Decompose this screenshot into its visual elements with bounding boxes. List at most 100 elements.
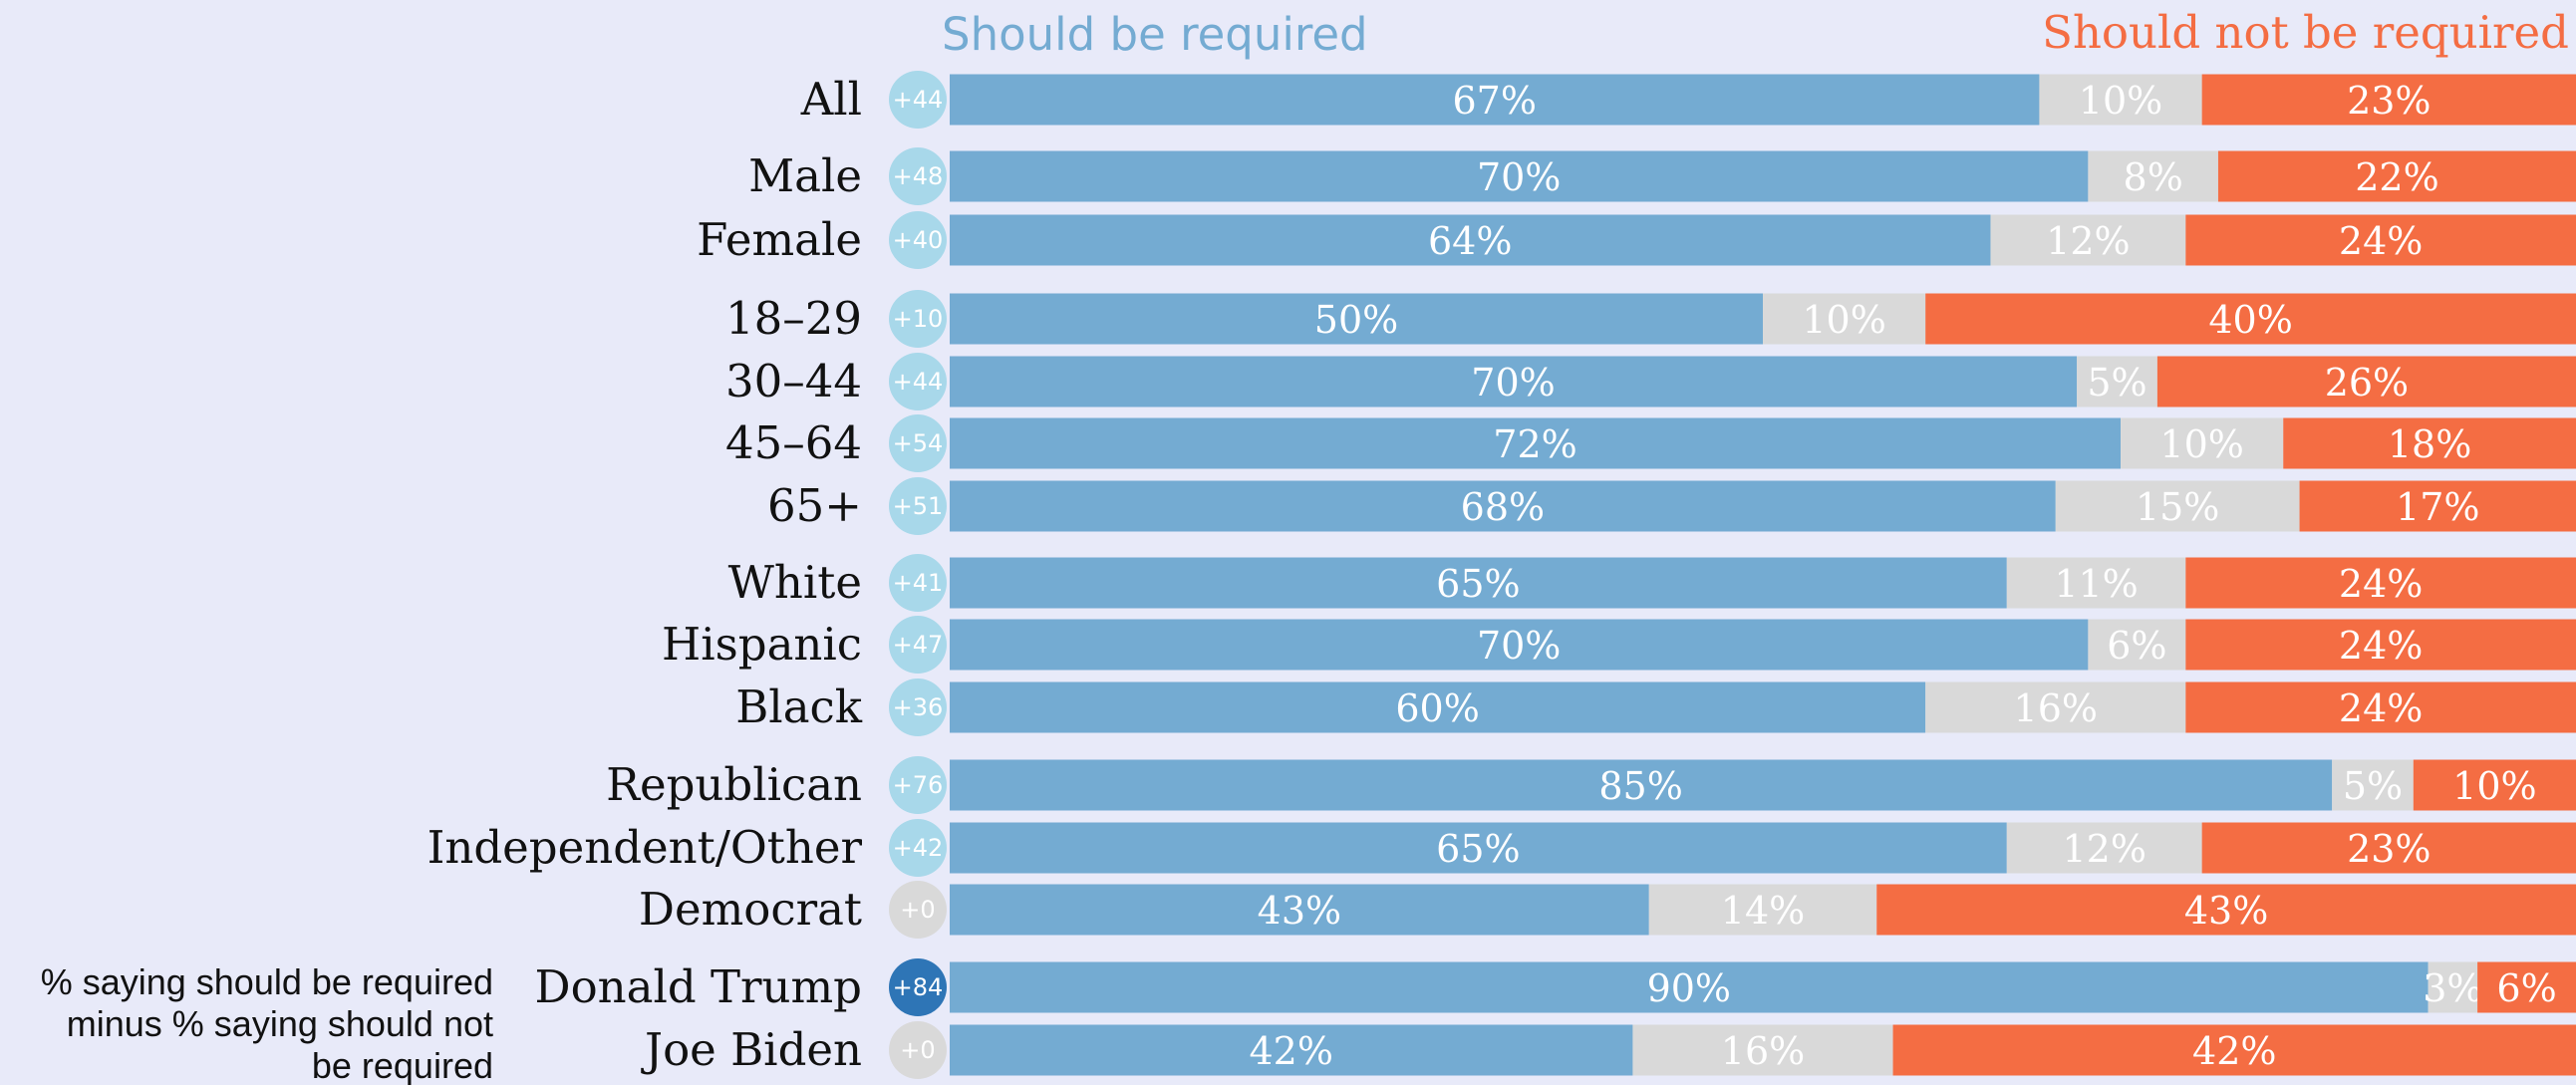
value-label: 70% [1477, 155, 1561, 199]
bar-neutral [1925, 681, 2186, 733]
value-label: 12% [2046, 219, 2130, 263]
value-label: 60% [1395, 686, 1479, 730]
value-label: 10% [2079, 79, 2162, 123]
value-label: 16% [2014, 686, 2098, 730]
net-badge-label: +47 [893, 631, 944, 659]
bar-should-be-required [950, 884, 1649, 936]
value-label: 42% [1249, 1029, 1332, 1073]
bar-should-not-be-required [2283, 417, 2576, 469]
chart-row: All +44 67% 10% 23% [800, 71, 2576, 129]
category-label: Joe Biden [641, 1023, 862, 1076]
net-badge-label: +51 [893, 492, 944, 520]
bar-should-not-be-required [1892, 1024, 2576, 1076]
category-label: Female [697, 213, 862, 266]
category-label: White [728, 556, 862, 609]
bar-should-not-be-required [2185, 557, 2576, 609]
bar-neutral [2121, 417, 2284, 469]
note-line: minus % saying should not [67, 1003, 493, 1044]
net-badge [889, 71, 947, 129]
chart-row: Female +40 64% 12% 24% [697, 211, 2576, 269]
value-label: 70% [1471, 361, 1555, 405]
chart-row: Hispanic +47 70% 6% 24% [662, 616, 2576, 674]
category-label: Independent/Other [428, 821, 863, 874]
net-badge-label: +44 [893, 368, 944, 396]
net-badge-label: +40 [893, 226, 944, 254]
legend-should-be-required: Should be required [942, 8, 1368, 61]
value-label: 90% [1647, 966, 1731, 1010]
value-label: 24% [2339, 686, 2423, 730]
chart-rows: All +44 67% 10% 23% Male +48 70% 8% 22% Female +40 6… [428, 71, 2576, 1079]
value-label: 70% [1477, 624, 1561, 668]
note-line: % saying should be required [41, 961, 493, 1002]
net-badge [889, 881, 947, 939]
net-badge [889, 290, 947, 348]
category-label: Male [748, 149, 862, 202]
net-badge-label: +76 [893, 771, 944, 799]
net-badge-label: +44 [893, 86, 944, 114]
bar-should-not-be-required [2201, 822, 2576, 874]
value-label: 64% [1428, 219, 1512, 263]
bar-should-be-required [950, 74, 2040, 126]
bar-should-not-be-required [2217, 150, 2576, 202]
bar-should-not-be-required [2201, 74, 2576, 126]
bar-should-not-be-required [1925, 293, 2576, 345]
net-badge [889, 211, 947, 269]
bar-should-not-be-required [2299, 480, 2576, 532]
value-label: 85% [1598, 764, 1682, 808]
value-label: 17% [2396, 485, 2479, 529]
bar-should-be-required [950, 961, 2429, 1013]
chart-row: 45–64 +54 72% 10% 18% [725, 414, 2576, 472]
value-label: 5% [2343, 764, 2403, 808]
value-label: 11% [2054, 562, 2138, 606]
value-label: 10% [2452, 764, 2536, 808]
value-label: 65% [1436, 562, 1520, 606]
net-badge [889, 353, 947, 410]
value-label: 5% [2087, 361, 2147, 405]
category-label: 45–64 [725, 416, 862, 469]
category-label: Hispanic [662, 618, 862, 671]
value-label: 16% [1721, 1029, 1805, 1073]
bar-should-not-be-required [2185, 681, 2576, 733]
value-label: 18% [2388, 422, 2471, 466]
net-badge [889, 819, 947, 877]
value-label: 23% [2347, 827, 2431, 871]
chart-row: 30–44 +44 70% 5% 26% [725, 353, 2576, 410]
bar-should-be-required [950, 417, 2122, 469]
bar-should-be-required [950, 759, 2333, 811]
chart-row: Male +48 70% 8% 22% [748, 147, 2576, 205]
bar-should-be-required [950, 214, 1991, 266]
value-label: 23% [2347, 79, 2431, 123]
bar-should-be-required [950, 293, 1763, 345]
net-badge-label: +0 [900, 896, 935, 924]
net-badge [889, 554, 947, 612]
value-label: 8% [2124, 155, 2183, 199]
bar-should-be-required [950, 1024, 1633, 1076]
value-label: 72% [1493, 422, 1576, 466]
bar-should-be-required [950, 557, 2007, 609]
category-label: Republican [606, 758, 862, 811]
value-label: 67% [1452, 79, 1536, 123]
bar-neutral [2332, 759, 2414, 811]
bar-should-not-be-required [2185, 619, 2576, 671]
net-badge [889, 147, 947, 205]
value-label: 43% [1258, 889, 1341, 933]
category-label: 18–29 [725, 292, 862, 345]
bar-should-be-required [950, 619, 2089, 671]
net-badge-label: +84 [893, 973, 944, 1001]
net-badge [889, 958, 947, 1016]
bar-neutral [2088, 619, 2186, 671]
value-label: 24% [2339, 624, 2423, 668]
net-badge-label: +54 [893, 429, 944, 457]
net-badge [889, 616, 947, 674]
bar-neutral [1648, 884, 1877, 936]
bar-neutral [2077, 356, 2157, 407]
value-label: 42% [2192, 1029, 2276, 1073]
bar-neutral [1990, 214, 2186, 266]
net-badge-label: +10 [893, 305, 944, 333]
category-label: All [800, 73, 862, 126]
value-label: 6% [2107, 624, 2166, 668]
value-label: 65% [1436, 827, 1520, 871]
value-label: 40% [2208, 298, 2292, 342]
chart-row: Independent/Other +42 65% 12% 23% [428, 819, 2576, 877]
bar-neutral [2039, 74, 2202, 126]
